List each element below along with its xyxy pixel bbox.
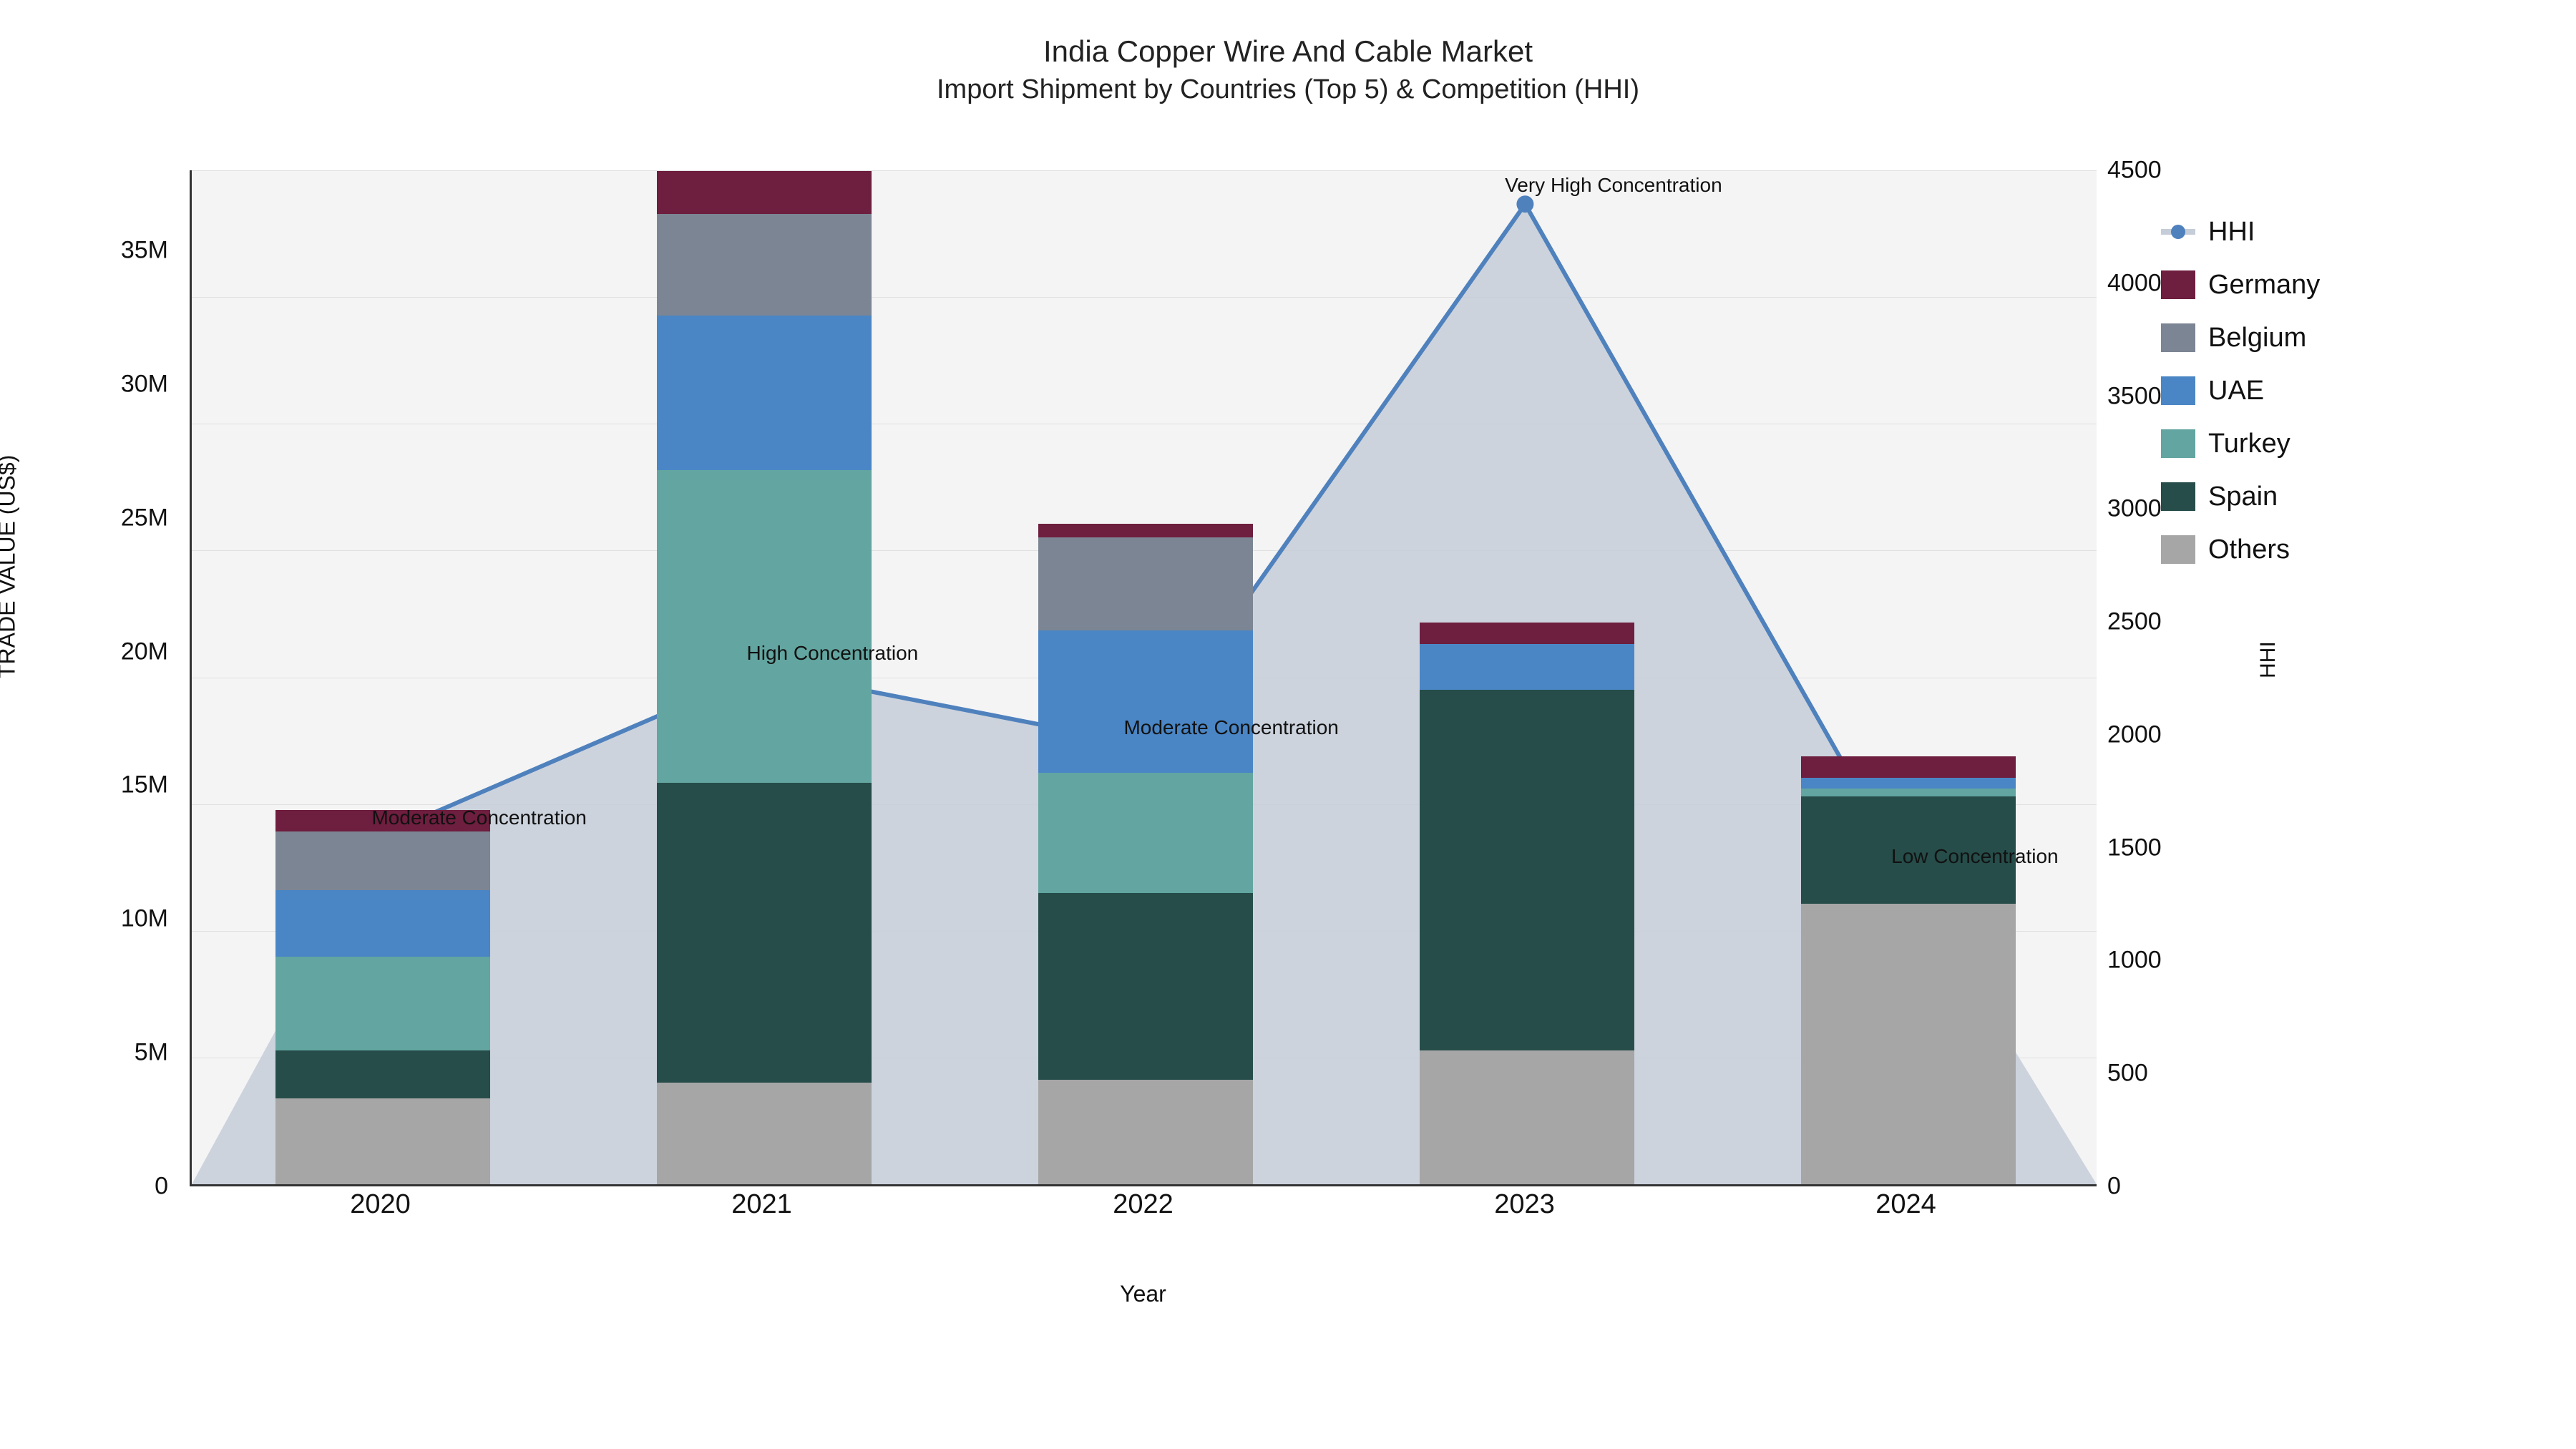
annotation-2022: Moderate Concentration (1123, 716, 1338, 739)
y-axis-tick-30M: 30M (4, 370, 168, 398)
legend-item-Spain[interactable]: Spain (2161, 479, 2562, 514)
y2-axis-tick-3500: 3500 (2107, 382, 2162, 410)
bar-segment-Turkey-2022[interactable] (1038, 773, 1253, 893)
bar-segment-Others-2024[interactable] (1801, 904, 2016, 1184)
bar-segment-Others-2021[interactable] (657, 1083, 872, 1184)
bar-segment-Others-2023[interactable] (1420, 1050, 1634, 1184)
hhi-legend-icon (2161, 229, 2195, 235)
legend-item-Belgium[interactable]: Belgium (2161, 321, 2562, 355)
annotation-2020: Moderate Concentration (371, 806, 586, 829)
y-axis-labels: 0 5M 10M 15M 20M 25M 30M 35M (0, 170, 179, 1186)
bar-segment-Germany-2022[interactable] (1038, 524, 1253, 537)
bar-segment-Belgium-2022[interactable] (1038, 537, 1253, 631)
annotation-2023: Very High Concentration (1505, 174, 1722, 197)
plot-area: Moderate Concentration High Concentratio… (190, 170, 2097, 1186)
annotation-2021: High Concentration (747, 642, 919, 665)
y-axis-tick-35M: 35M (4, 237, 168, 265)
chart-title: India Copper Wire And Cable Market (0, 34, 2576, 69)
bar-segment-UAE-2023[interactable] (1420, 644, 1634, 690)
x-axis-title: Year (190, 1281, 2097, 1307)
legend-item-Germany[interactable]: Germany (2161, 268, 2562, 302)
bar-segment-UAE-2020[interactable] (275, 890, 490, 957)
bar-segment-Others-2020[interactable] (275, 1098, 490, 1184)
y-axis-tick-20M: 20M (4, 638, 168, 665)
x-axis-tick-2020[interactable]: 2020 (350, 1189, 411, 1220)
legend-label-Belgium: Belgium (2208, 323, 2306, 353)
legend-swatch-Belgium (2161, 323, 2195, 352)
bar-segment-Spain-2022[interactable] (1038, 893, 1253, 1080)
bar-segment-Others-2022[interactable] (1038, 1080, 1253, 1184)
legend-item-Turkey[interactable]: Turkey (2161, 426, 2562, 461)
legend-swatch-Spain (2161, 482, 2195, 511)
y2-axis-tick-4500: 4500 (2107, 157, 2162, 185)
legend-box: HHI Germany Belgium UAE Turkey Spain Others (2161, 215, 2562, 680)
legend-swatch-Others (2161, 535, 2195, 564)
y-axis-tick-5M: 5M (4, 1039, 168, 1067)
y-axis-tick-25M: 25M (4, 504, 168, 532)
y-axis-tick-15M: 15M (4, 771, 168, 799)
legend-label-HHI: HHI (2208, 217, 2255, 248)
x-axis-tick-2023[interactable]: 2023 (1494, 1189, 1555, 1220)
bar-segment-Belgium-2020[interactable] (275, 831, 490, 890)
bar-segment-UAE-2022[interactable] (1038, 630, 1253, 772)
bar-segment-Germany-2021[interactable] (657, 171, 872, 214)
x-axis-tick-2024[interactable]: 2024 (1875, 1189, 1936, 1220)
y2-axis-tick-0: 0 (2107, 1173, 2121, 1201)
x-axis-tick-2021[interactable]: 2021 (731, 1189, 792, 1220)
legend-swatch-Germany (2161, 270, 2195, 299)
bar-segment-UAE-2024[interactable] (1801, 778, 2016, 789)
y2-axis-tick-1500: 1500 (2107, 834, 2162, 862)
y2-axis-tick-4000: 4000 (2107, 269, 2162, 297)
legend-label-Turkey: Turkey (2208, 429, 2290, 459)
legend-label-Others: Others (2208, 535, 2290, 565)
bar-segment-Turkey-2020[interactable] (275, 957, 490, 1050)
bars-row (192, 170, 2097, 1184)
x-axis-tick-2022[interactable]: 2022 (1113, 1189, 1174, 1220)
chart-subtitle: Import Shipment by Countries (Top 5) & C… (0, 74, 2576, 105)
bar-segment-Turkey-2021[interactable] (657, 470, 872, 783)
y2-axis-tick-2500: 2500 (2107, 608, 2162, 636)
bar-segment-Spain-2023[interactable] (1420, 690, 1634, 1050)
bar-segment-Turkey-2024[interactable] (1801, 789, 2016, 796)
y2-axis-tick-500: 500 (2107, 1060, 2148, 1088)
y2-axis-tick-1000: 1000 (2107, 947, 2162, 975)
legend-label-Spain: Spain (2208, 482, 2278, 512)
bar-segment-Spain-2020[interactable] (275, 1050, 490, 1098)
legend-swatch-Turkey (2161, 429, 2195, 458)
legend-item-HHI[interactable]: HHI (2161, 215, 2562, 249)
y2-axis-tick-3000: 3000 (2107, 495, 2162, 523)
bar-segment-Belgium-2021[interactable] (657, 214, 872, 316)
bar-segment-Spain-2021[interactable] (657, 783, 872, 1083)
bar-segment-Germany-2023[interactable] (1420, 623, 1634, 644)
legend-item-Others[interactable]: Others (2161, 532, 2562, 567)
chart-title-block: India Copper Wire And Cable Market Impor… (0, 34, 2576, 105)
legend-label-Germany: Germany (2208, 270, 2320, 301)
bar-segment-Germany-2024[interactable] (1801, 756, 2016, 778)
y2-axis-tick-2000: 2000 (2107, 721, 2162, 748)
x-axis-labels: 2020 2021 2022 2023 2024 (190, 1189, 2097, 1232)
chart-root: India Copper Wire And Cable Market Impor… (0, 0, 2576, 1449)
bar-segment-UAE-2021[interactable] (657, 316, 872, 471)
y-axis-tick-10M: 10M (4, 905, 168, 933)
legend-item-UAE[interactable]: UAE (2161, 374, 2562, 408)
y-axis-tick-0: 0 (4, 1173, 168, 1201)
legend-swatch-UAE (2161, 376, 2195, 405)
legend-label-UAE: UAE (2208, 376, 2264, 406)
annotation-2024: Low Concentration (1891, 845, 2058, 868)
y-axis-title: TRADE VALUE (US$) (0, 455, 21, 678)
